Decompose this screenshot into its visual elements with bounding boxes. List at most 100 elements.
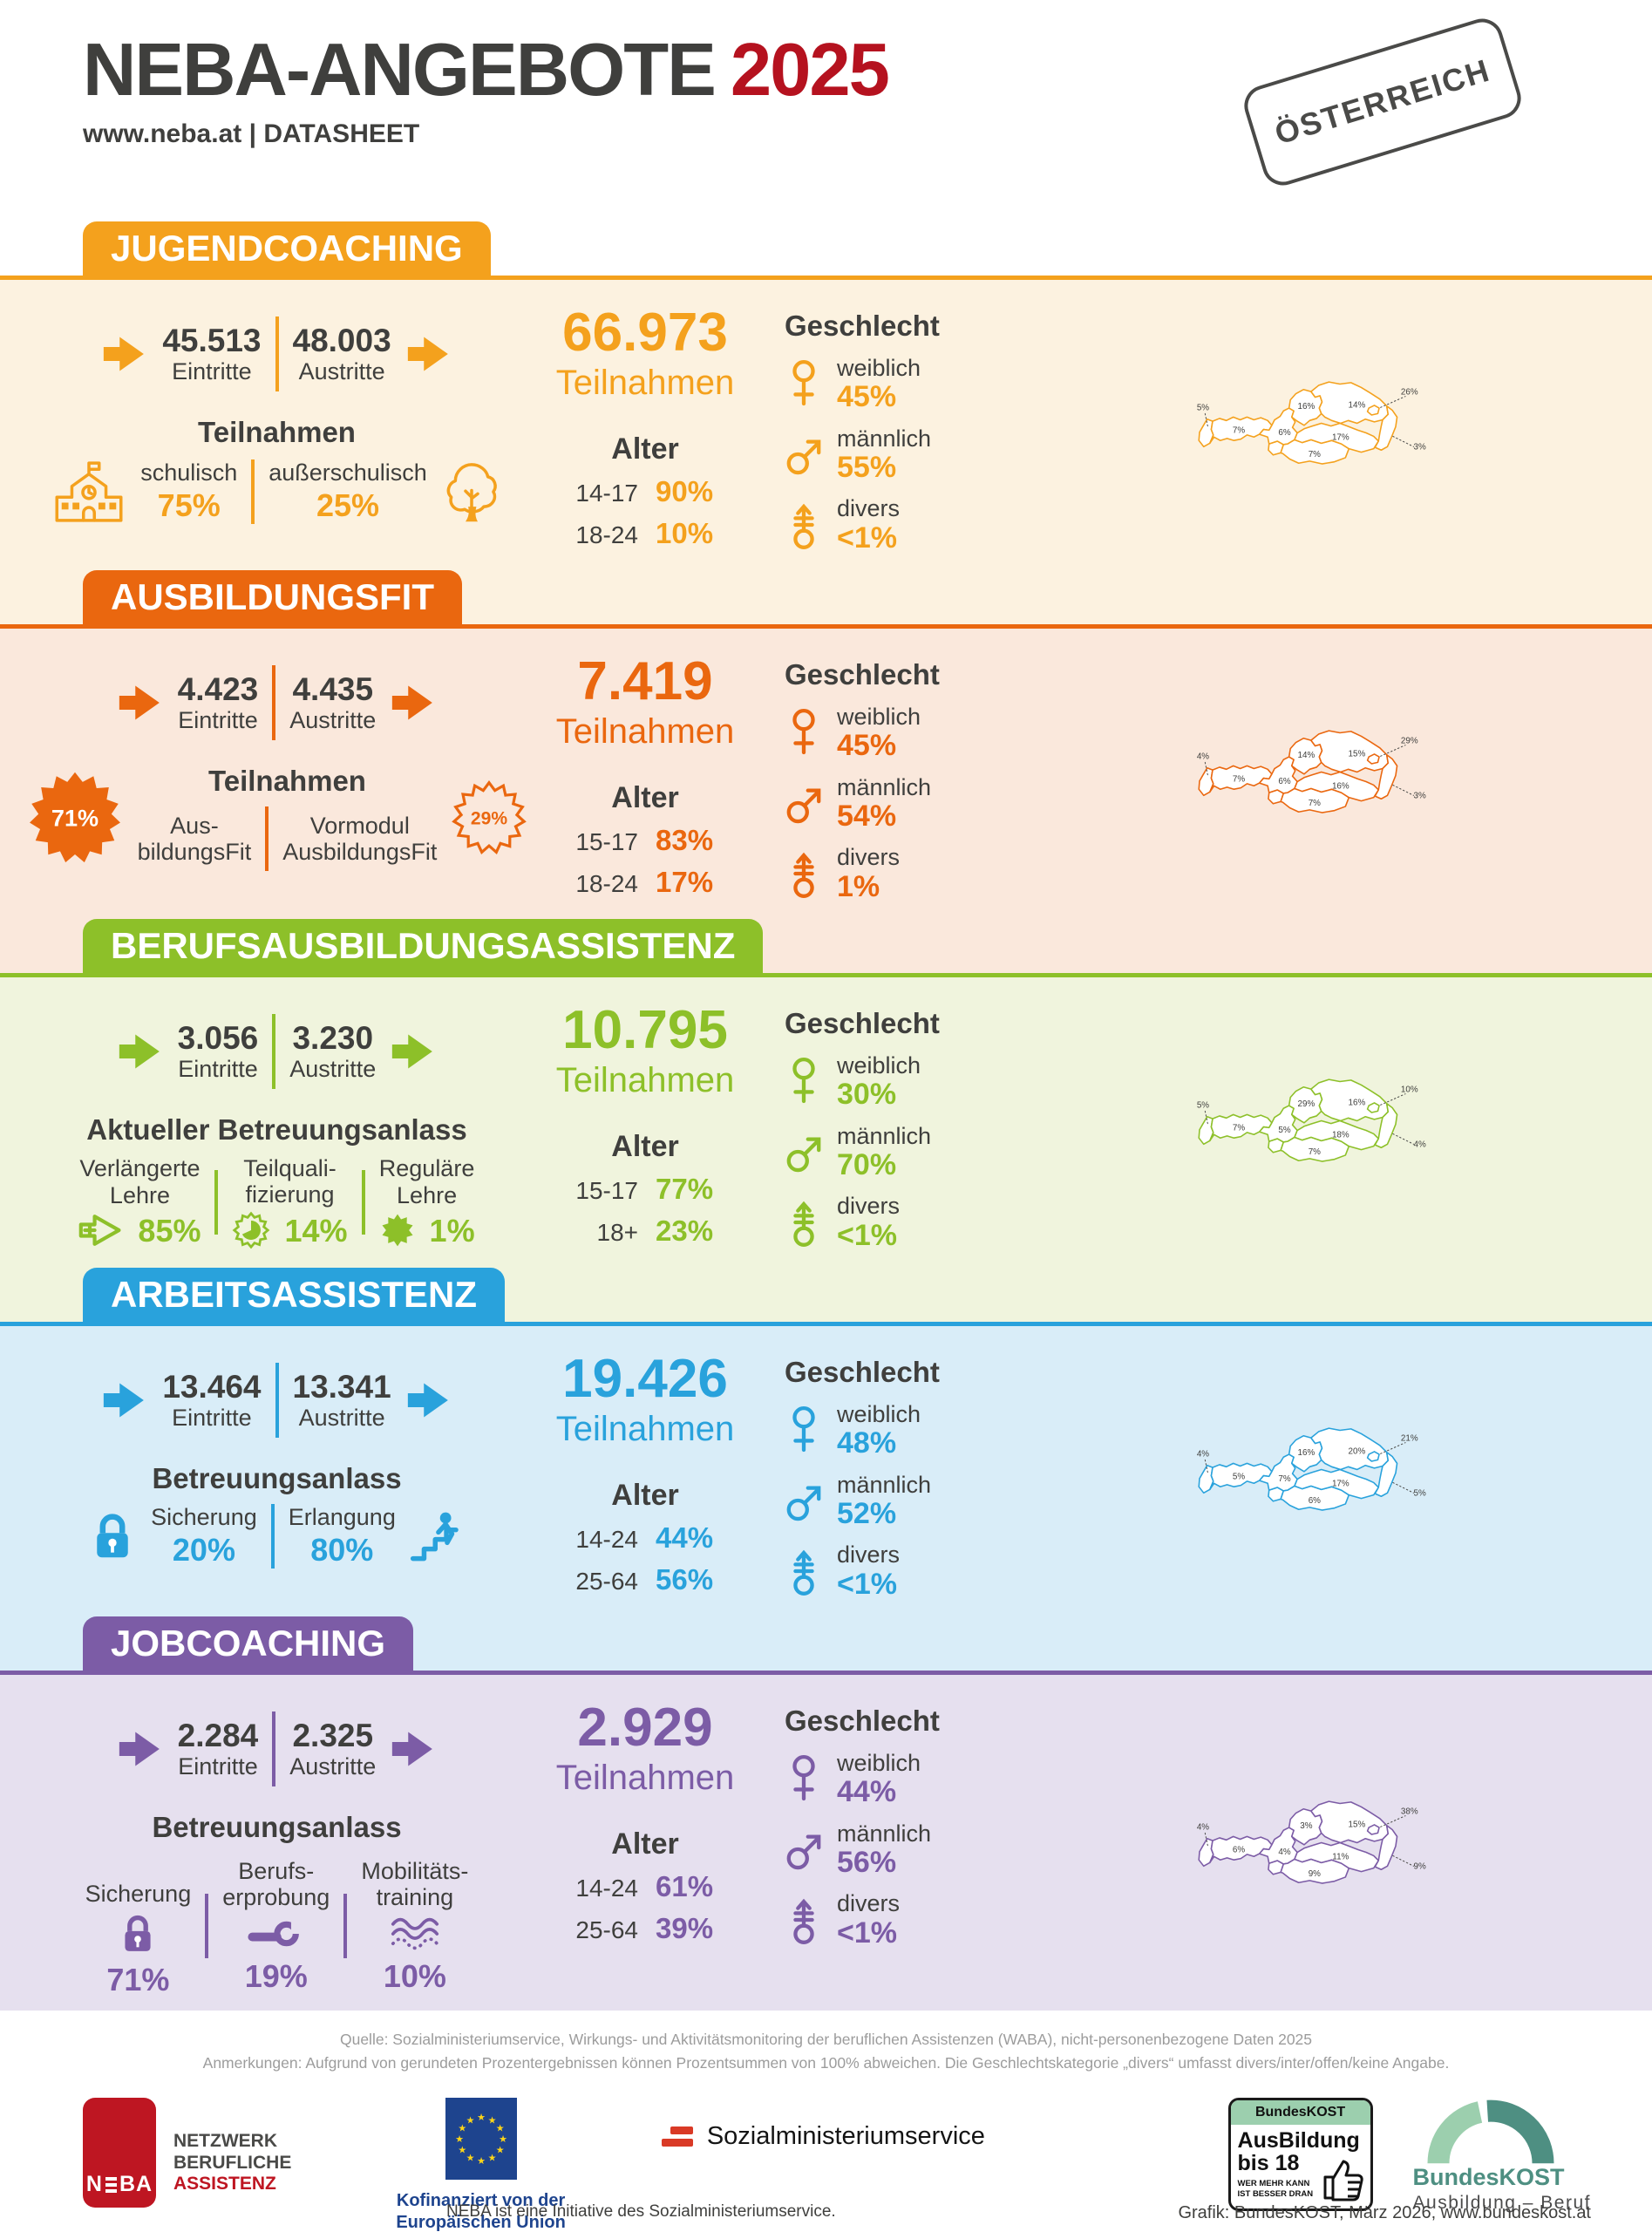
gender-column: Geschlecht weiblich 30% männlich 70% diver… — [785, 993, 1004, 1264]
divider-line — [343, 1893, 348, 1958]
teilnahmen-total: 66.973 — [562, 303, 728, 363]
svg-text:★: ★ — [495, 2146, 504, 2156]
arrow-out-icon — [407, 1383, 448, 1418]
female-icon — [785, 1056, 823, 1106]
svg-text:★: ★ — [477, 2156, 486, 2167]
gear-value: 71% — [51, 805, 99, 831]
arrow-in-icon — [119, 1732, 160, 1766]
map-label-niederoesterreich: 20% — [1348, 1447, 1365, 1457]
divider-line — [251, 459, 255, 524]
wrench-icon — [248, 1916, 305, 1952]
state-wien — [1366, 1102, 1380, 1114]
bundeskost-logo: BundesKOST Ausbildung – Beruf — [1413, 2098, 1591, 2214]
maennlich-label: männlich — [837, 1820, 932, 1847]
alter-heading: Alter — [611, 781, 679, 814]
divers-label: divers — [837, 1193, 901, 1220]
arrow-in-icon — [119, 685, 160, 720]
map-label-burgenland: 3% — [1413, 792, 1425, 801]
alter-value: 10% — [656, 517, 714, 549]
divider-line — [205, 1893, 209, 1958]
map-label-oberoesterreich: 16% — [1297, 1448, 1315, 1458]
breakdown-item-label: Berufs- erprobung — [222, 1857, 330, 1910]
badge-line1: AusBildung — [1237, 2128, 1360, 2154]
teilnahmen-label: Teilnahmen — [555, 1061, 735, 1099]
gender-column: Geschlecht weiblich 45% männlich 54% diver… — [785, 644, 1004, 915]
svg-text:★: ★ — [466, 2116, 474, 2127]
divider-line — [272, 1711, 276, 1786]
state-wien — [1366, 405, 1380, 417]
alter-range: 18-24 — [575, 870, 638, 897]
divider-line — [265, 806, 269, 871]
alter-value: 44% — [656, 1521, 714, 1554]
lock-icon — [88, 1510, 137, 1562]
alter-heading: Alter — [611, 1130, 679, 1163]
breakdown-heading: Teilnahmen — [198, 416, 356, 448]
weiblich-label: weiblich — [837, 355, 921, 381]
breakdown-item-label: Vormodul AusbildungsFit — [282, 812, 438, 865]
regular-apprenticeship-gear-icon — [382, 1215, 413, 1247]
austritte-value: 4.435 — [292, 670, 374, 707]
weiblich-label: weiblich — [837, 704, 921, 730]
map-label-tirol: 7% — [1232, 1124, 1244, 1133]
eintritte-value: 2.284 — [177, 1717, 259, 1753]
breakdown-heading: Betreuungsanlass — [152, 1462, 402, 1494]
alter-range: 14-24 — [575, 1526, 638, 1553]
breakdown-item-label: Erlangung — [288, 1504, 396, 1531]
section-body: 4.423 Eintritte 4.435 Austritte 71% Teilna… — [0, 629, 1652, 915]
logo-row: N BA NETZWERK BERUFLICHE ASSISTENZ ★ ★ ★ ★ ★ ★… — [0, 2075, 1652, 2232]
quelle-note: Quelle: Sozialministeriumservice, Wirkun… — [339, 2031, 1313, 2048]
alter-range: 18-24 — [575, 521, 638, 548]
eintritte-label: Eintritte — [178, 1055, 258, 1082]
male-icon — [785, 429, 823, 480]
divers-label: divers — [837, 1541, 901, 1569]
geschlecht-heading: Geschlecht — [785, 1007, 940, 1039]
eintritte-label: Eintritte — [178, 1752, 258, 1779]
austria-map: 6% 4% 3% 15% 11% 9% 4% 38% 9% — [1186, 1795, 1448, 1905]
alter-range: 18+ — [596, 1219, 639, 1246]
maennlich-label: männlich — [837, 1471, 932, 1498]
eintritte-value: 3.056 — [177, 1019, 259, 1056]
map-label-niederoesterreich: 14% — [1348, 401, 1365, 411]
alter-value: 61% — [656, 1870, 714, 1902]
map-label-kaernten: 7% — [1308, 450, 1320, 459]
divers-icon — [785, 1197, 823, 1248]
gender-column: Geschlecht weiblich 48% männlich 52% diver… — [785, 1342, 1004, 1613]
arrow-out-icon — [392, 685, 433, 720]
section-body: 13.464 Eintritte 13.341 Austritte Betreuun… — [0, 1326, 1652, 1613]
breakdown-item-value: 71% — [106, 1962, 170, 1997]
sozialministeriumservice-logo: Sozialministeriumservice — [661, 2098, 985, 2151]
maennlich-label: männlich — [837, 773, 932, 800]
eintritte-value: 45.513 — [162, 322, 262, 358]
weiblich-value: 30% — [837, 1078, 897, 1112]
breakdown-item-value: 14% — [284, 1212, 348, 1249]
arrow-out-icon — [392, 1732, 433, 1766]
map-label-kaernten: 7% — [1308, 1147, 1320, 1157]
gear-outline-icon: 29% — [452, 779, 527, 855]
breakdown-item-label: Reguläre Lehre — [378, 1155, 475, 1208]
alter-range: 15-17 — [575, 1177, 638, 1204]
alter-value: 77% — [656, 1173, 714, 1205]
page-footer: Quelle: Sozialministeriumservice, Wirkun… — [0, 2011, 1652, 2232]
anmerkungen-note: Anmerkungen: Aufgrund von gerundeten Pro… — [202, 2054, 1450, 2072]
state-burgenland — [1374, 1825, 1397, 1871]
total-column: 10.795 Teilnahmen Alter 15-17 77% 18+ 23% — [506, 993, 785, 1264]
map-label-niederoesterreich: 16% — [1348, 1099, 1365, 1108]
section-title-tab: JUGENDCOACHING — [83, 221, 491, 276]
breakdown-item-label: Sicherung — [151, 1504, 257, 1531]
maennlich-value: 52% — [837, 1496, 897, 1530]
eu-caption: Kofinanziert von der Europäischen Union — [396, 2191, 566, 2232]
divers-value: <1% — [837, 1916, 897, 1950]
page-subtitle: www.neba.at | DATASHEET — [83, 119, 420, 148]
grafik-credit: Grafik: BundesKOST, März 2026, www.bunde… — [1178, 2203, 1591, 2222]
breakdown-item-label: außerschulisch — [269, 459, 427, 487]
neba-e-bars — [105, 2176, 117, 2193]
map-label-kaernten: 9% — [1308, 1869, 1320, 1879]
arrow-in-icon — [104, 337, 145, 371]
map-column: 5% 7% 16% 20% 17% 6% 4% 21% 5% — [1004, 1342, 1629, 1613]
alter-range: 15-17 — [575, 828, 638, 855]
map-label-steiermark: 17% — [1331, 1480, 1349, 1489]
total-column: 2.929 Teilnahmen Alter 14-24 61% 25-64 39% — [506, 1691, 785, 2011]
badge-line2: bis 18 — [1237, 2151, 1300, 2175]
divers-icon — [785, 500, 823, 550]
